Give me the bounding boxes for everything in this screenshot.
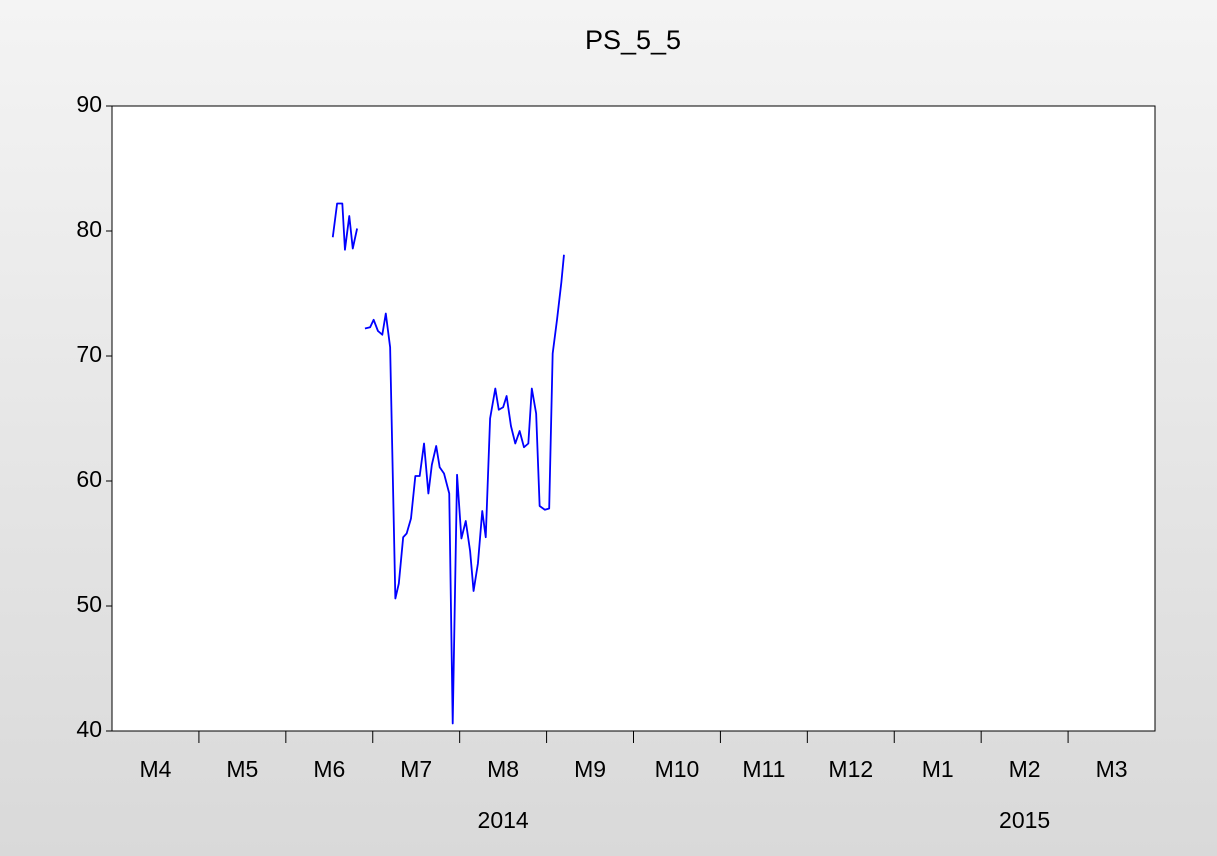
x-tick-label: M9 <box>574 756 606 782</box>
plot-area <box>111 105 1156 732</box>
x-tick-label: M2 <box>1009 756 1041 782</box>
x-group-label: 2014 <box>478 807 529 833</box>
x-tick-label: M12 <box>828 756 873 782</box>
y-tick-label: 50 <box>76 591 102 617</box>
x-tick-label: M10 <box>655 756 700 782</box>
chart-title: PS_5_5 <box>585 25 681 55</box>
x-tick-label: M6 <box>313 756 345 782</box>
x-tick-label: M5 <box>226 756 258 782</box>
y-tick-label: 80 <box>76 216 102 242</box>
x-tick-label: M1 <box>922 756 954 782</box>
y-tick-label: 60 <box>76 466 102 492</box>
x-tick-label: M11 <box>742 756 785 782</box>
y-tick-label: 40 <box>76 716 102 742</box>
x-tick-label: M8 <box>487 756 519 782</box>
y-tick-label: 90 <box>76 91 102 117</box>
x-tick-label: M3 <box>1096 756 1128 782</box>
x-tick-label: M4 <box>139 756 171 782</box>
x-tick-label: M7 <box>400 756 432 782</box>
y-tick-label: 70 <box>76 341 102 367</box>
data-line <box>331 202 565 725</box>
x-group-label: 2015 <box>999 807 1050 833</box>
